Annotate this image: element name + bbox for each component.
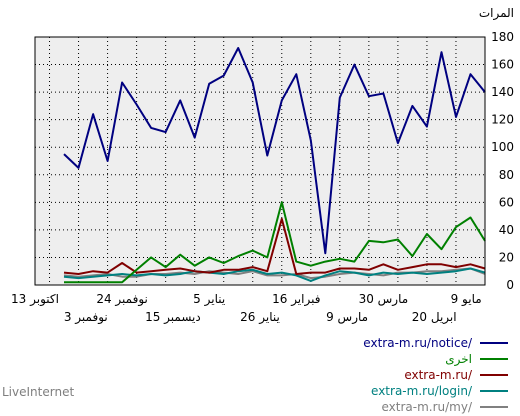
y-axis-ticks: 0 20 40 60 80 100 120 140 160 180 <box>491 30 514 292</box>
x-axis-ticks: 13 اكتوبر 24 نوفمبر 5 يناير 16 فبراير 30 مار… <box>11 292 482 325</box>
y-tick-label: 60 <box>499 195 514 209</box>
y-tick-label: 20 <box>499 250 514 264</box>
x-tick-label: 3 نوفمبر <box>64 310 108 325</box>
y-tick-label: 0 <box>506 278 514 292</box>
legend-label: extra-m.ru/login/ <box>371 384 472 398</box>
series-lines <box>63 47 486 284</box>
legend-swatch <box>480 406 508 408</box>
x-tick-label: 5 يناير <box>193 292 225 307</box>
legend-item: اخرى <box>445 350 508 368</box>
legend-item: extra-m.ru/ <box>404 366 508 384</box>
x-tick-label: 24 نوفمبر <box>96 292 148 307</box>
x-tick-label: 13 اكتوبر <box>11 292 59 307</box>
legend-item: extra-m.ru/notice/ <box>363 334 508 352</box>
plot-area <box>35 37 485 285</box>
legend-swatch <box>480 390 508 392</box>
y-tick-label: 160 <box>491 58 514 72</box>
y-tick-label: 180 <box>491 30 514 44</box>
legend-label: اخرى <box>445 352 472 366</box>
y-tick-label: 120 <box>491 113 514 127</box>
legend-label: extra-m.ru/my/ <box>381 400 472 414</box>
brand-label: LiveInternet <box>2 385 75 399</box>
legend-swatch <box>480 374 508 376</box>
y-axis-title: المرات <box>479 6 514 21</box>
chart-svg: 0 20 40 60 80 100 120 140 160 180 13 اكتوبر 24 نوف… <box>11 6 514 325</box>
series-line <box>63 47 486 255</box>
y-tick-label: 40 <box>499 223 514 237</box>
legend-label: extra-m.ru/notice/ <box>363 336 472 350</box>
x-tick-label: 20 ابريل <box>412 310 457 325</box>
x-tick-label: 30 مارس <box>359 292 409 307</box>
y-tick-label: 100 <box>491 140 514 154</box>
x-tick-label: 26 يناير <box>240 310 280 325</box>
legend-swatch <box>480 358 508 360</box>
legend-swatch <box>480 342 508 344</box>
x-tick-label: 9 مايو <box>451 292 482 307</box>
x-tick-label: 16 فبراير <box>272 292 320 307</box>
legend-item: extra-m.ru/login/ <box>371 382 508 400</box>
legend-label: extra-m.ru/ <box>404 368 472 382</box>
legend-item: extra-m.ru/my/ <box>381 398 508 416</box>
plot-frame <box>34 36 486 286</box>
series-line <box>63 267 486 282</box>
x-tick-label: 9 مارس <box>326 310 368 325</box>
x-tick-label: 15 ديسمبر <box>145 310 201 325</box>
y-tick-label: 80 <box>499 168 514 182</box>
y-tick-label: 140 <box>491 85 514 99</box>
series-line <box>64 201 486 284</box>
